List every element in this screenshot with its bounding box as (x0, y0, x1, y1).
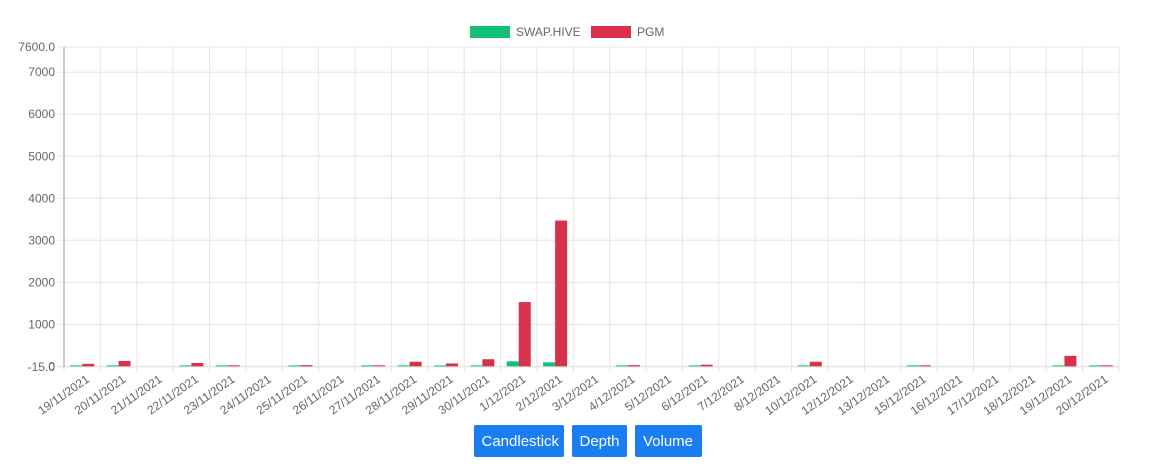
bar-swap-hive (470, 365, 483, 367)
bar-pgm (445, 363, 458, 367)
bar-swap-hive (906, 365, 919, 367)
bar-swap-hive (1052, 365, 1065, 367)
bar-swap-hive (688, 365, 701, 367)
bar-pgm (700, 364, 713, 367)
y-tick-label: 6000 (28, 107, 55, 121)
legend-label-swap-hive: SWAP.HIVE (516, 25, 581, 39)
bar-swap-hive (288, 365, 301, 367)
bar-pgm (482, 359, 495, 367)
bar-pgm (555, 220, 568, 367)
y-tick-label: 4000 (28, 191, 55, 205)
y-tick-label: 0 (48, 359, 55, 373)
legend-swatch-pgm (591, 26, 631, 38)
y-tick-label: 7600.0 (18, 40, 55, 54)
bar-swap-hive (179, 365, 192, 367)
y-tick-label: 2000 (28, 275, 55, 289)
y-tick-label: 3000 (28, 233, 55, 247)
bar-swap-hive (361, 365, 374, 367)
bars (70, 220, 1113, 367)
grid-lines (63, 46, 1120, 372)
bar-swap-hive (615, 365, 628, 367)
bar-swap-hive (797, 365, 810, 367)
y-tick-label: 7000 (28, 65, 55, 79)
bar-swap-hive (506, 361, 519, 367)
bar-pgm (227, 365, 240, 367)
bar-pgm (409, 361, 422, 367)
bar-swap-hive (70, 365, 83, 367)
bar-pgm (191, 363, 204, 367)
y-tick-label: 1000 (28, 317, 55, 331)
bar-swap-hive (215, 365, 228, 367)
bar-swap-hive (543, 362, 556, 367)
depth-button[interactable]: Depth (571, 425, 627, 457)
bar-swap-hive (433, 365, 446, 367)
bar-swap-hive (1088, 365, 1101, 367)
bar-pgm (373, 365, 386, 367)
bar-pgm (118, 360, 131, 367)
bar-swap-hive (397, 365, 410, 367)
volume-chart: 7600.0 7000 6000 5000 4000 3000 2000 1000 0 -15.0… (18, 25, 1120, 418)
bar-pgm (627, 365, 640, 367)
bar-pgm (518, 302, 531, 367)
y-tick-label: -15.0 (28, 360, 56, 374)
bar-pgm (918, 365, 931, 367)
bar-pgm (1064, 355, 1077, 367)
chart-type-buttons: Candlestick Depth Volume (0, 425, 1175, 457)
candlestick-button[interactable]: Candlestick (473, 425, 564, 457)
volume-button[interactable]: Volume (634, 425, 702, 457)
y-tick-label: 5000 (28, 149, 55, 163)
bar-swap-hive (106, 365, 119, 367)
bar-pgm (300, 365, 313, 367)
bar-pgm (82, 363, 95, 367)
legend-label-pgm: PGM (637, 25, 664, 39)
bar-pgm (1100, 365, 1113, 367)
legend-swatch-swap-hive (470, 26, 510, 38)
legend: SWAP.HIVE PGM (470, 25, 664, 39)
bar-chart-svg: 7600.0 7000 6000 5000 4000 3000 2000 1000 0-15.0… (18, 25, 1120, 418)
bar-pgm (809, 361, 822, 367)
